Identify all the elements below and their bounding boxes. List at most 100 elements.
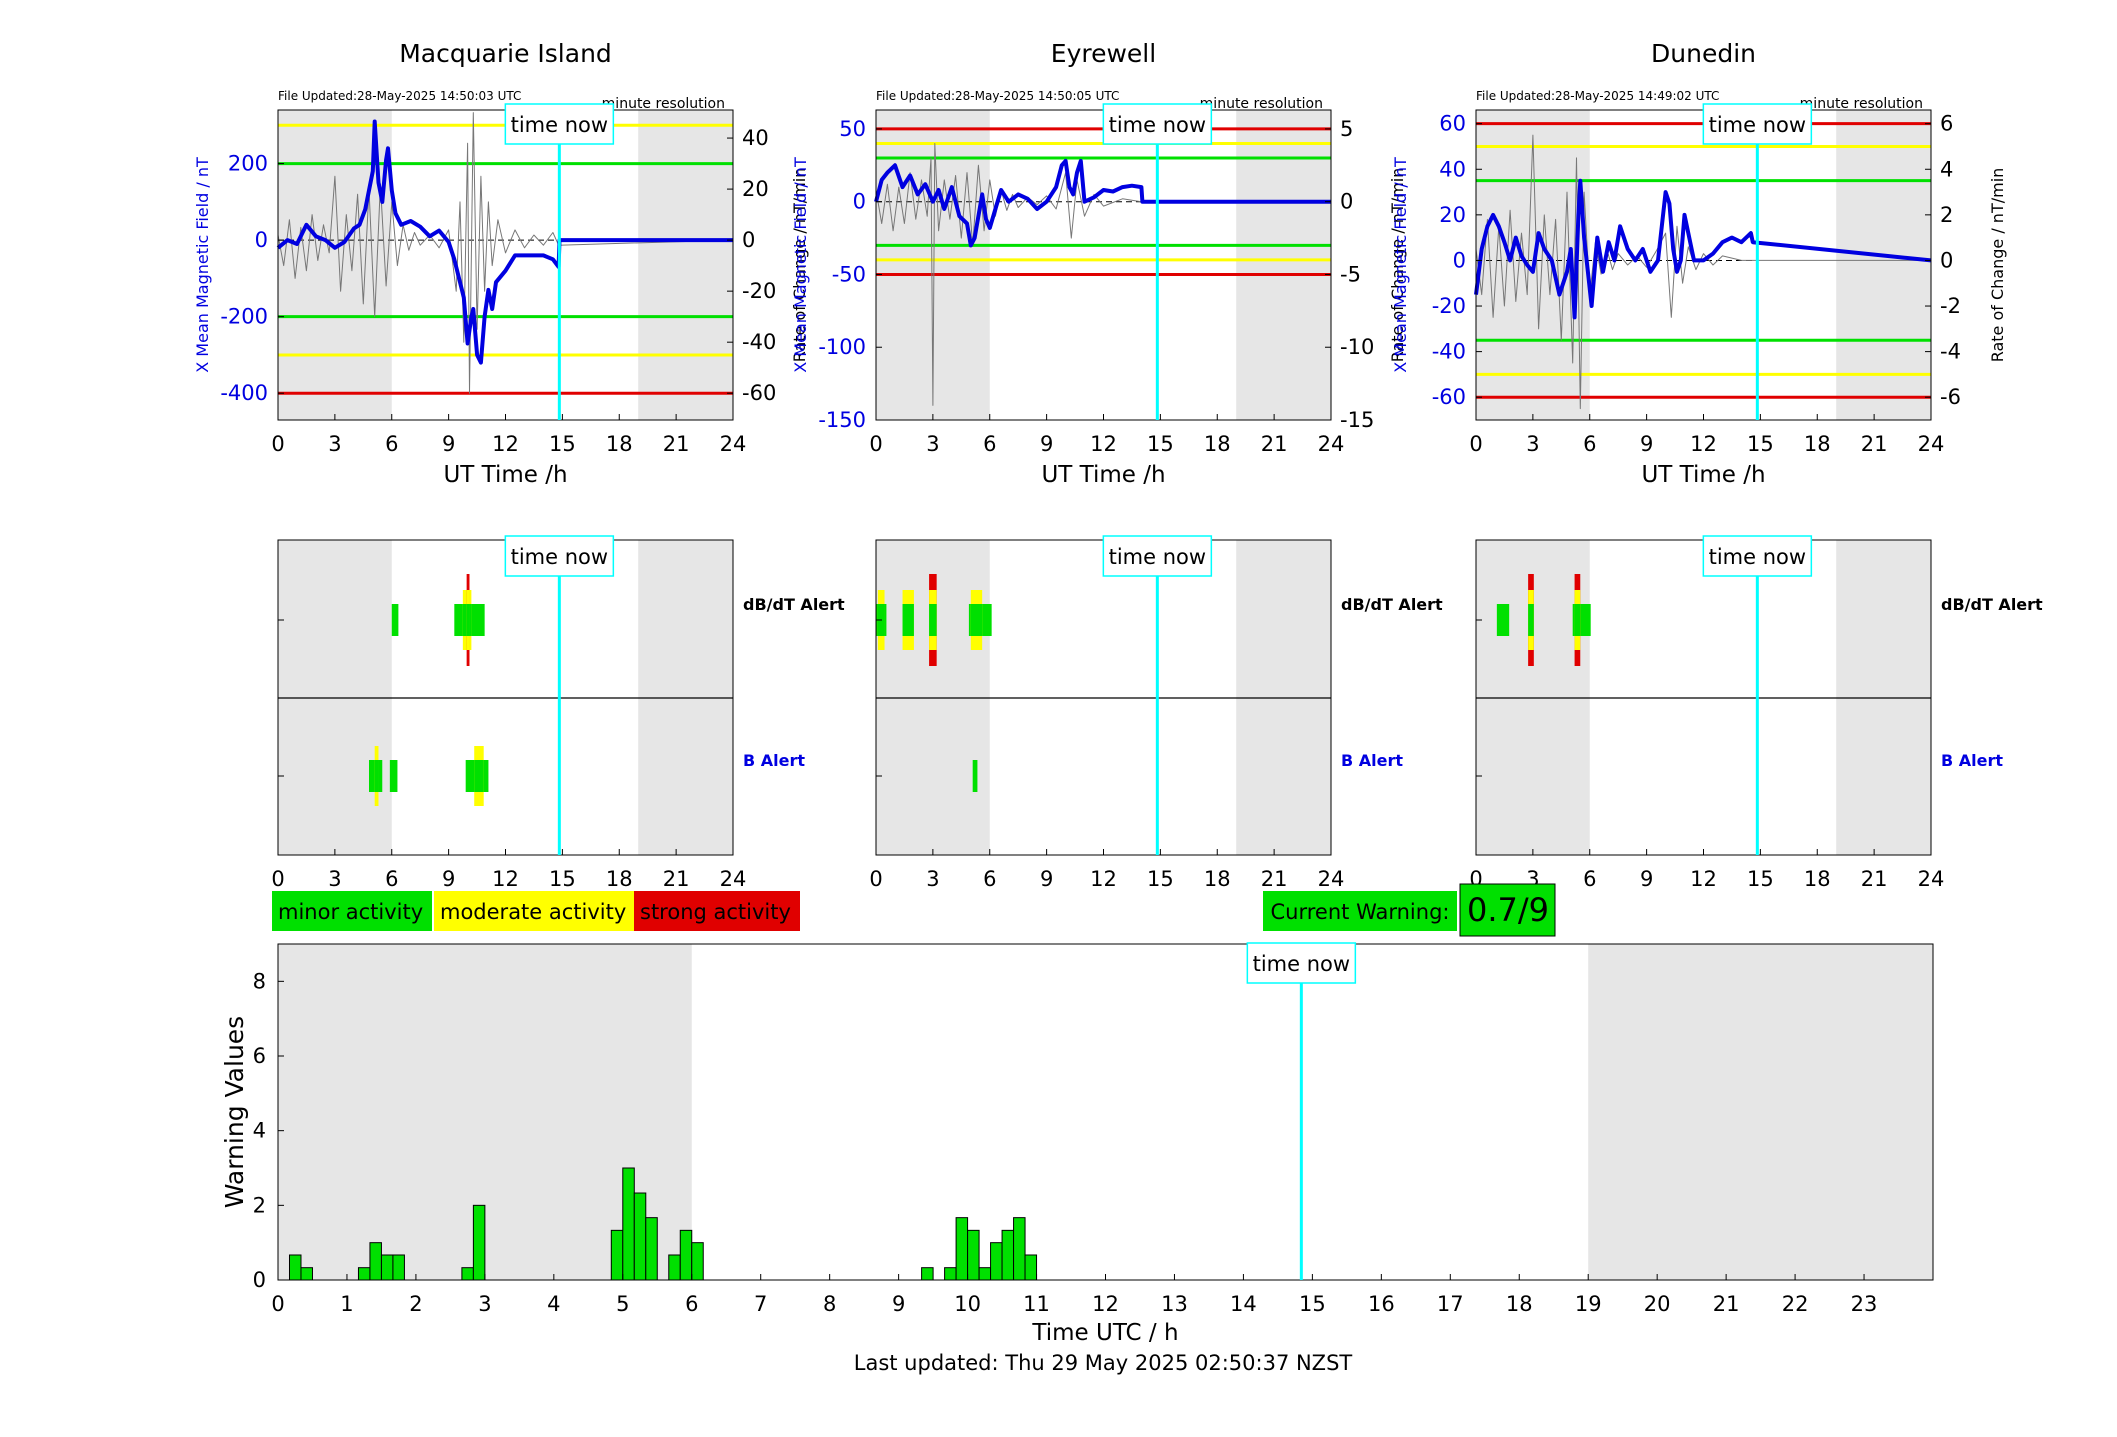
alert-x-tick-label: 15 (1747, 867, 1774, 891)
alert-block-0-1-2 (1528, 604, 1534, 636)
warning-x-tick-label: 22 (1782, 1292, 1809, 1316)
warning-x-tick-label: 1 (340, 1292, 353, 1316)
y2-tick-label: -6 (1940, 385, 1961, 409)
y2-tick-label: 6 (1940, 112, 1953, 136)
y-tick-label: 0 (853, 190, 866, 214)
x-tick-label: 21 (1861, 432, 1888, 456)
alert-x-tick-label: 21 (1861, 867, 1888, 891)
x-tick-label: 15 (549, 432, 576, 456)
warning-bar (944, 1267, 957, 1281)
alert-time-now-label: time now (1109, 545, 1206, 569)
time-now-label: time now (1109, 113, 1206, 137)
warning-x-tick-label: 8 (823, 1292, 836, 1316)
alert-panel-0: dB/dT Alert B Alert 0 3 6 9 12 15 18 21 24 time now (271, 535, 845, 891)
warning-x-tick-label: 7 (754, 1292, 767, 1316)
warning-night-shade-1 (1588, 944, 1933, 1280)
warning-bar (461, 1267, 474, 1281)
x-tick-label: 24 (1918, 432, 1945, 456)
series-1 (1475, 134, 1931, 410)
y2-axis-label: Rate of Change / nT/min (790, 168, 809, 363)
alert-x-tick-label: 21 (663, 867, 690, 891)
file-updated: File Updated:28-May-2025 14:49:02 UTC (1476, 89, 1719, 103)
alert-x-tick-label: 6 (1583, 867, 1596, 891)
time-now-box (1102, 103, 1213, 145)
warning-bar (1013, 1217, 1026, 1281)
x-tick-label: 12 (1090, 432, 1117, 456)
y2-tick-label: 0 (1940, 248, 1953, 272)
warning-x-tick-label: 12 (1092, 1292, 1119, 1316)
warning-time-now-box (1246, 942, 1357, 984)
chart-title: Eyrewell (1051, 39, 1156, 68)
y2-axis-label: Rate of Change / nT/min (1988, 168, 2007, 363)
x-tick-label: 0 (869, 432, 882, 456)
warning-x-tick-label: 15 (1299, 1292, 1326, 1316)
warning-x-tick-label: 5 (616, 1292, 629, 1316)
legend-label-1: moderate activity (440, 900, 626, 924)
x-tick-label: 15 (1747, 432, 1774, 456)
dbdt-alert-label: dB/dT Alert (743, 595, 845, 614)
alert-x-tick-label: 18 (1204, 867, 1231, 891)
y2-tick-label: -5 (1340, 262, 1361, 286)
warning-x-tick-label: 0 (271, 1292, 284, 1316)
last-updated-footer: Last updated: Thu 29 May 2025 02:50:37 N… (854, 1351, 1353, 1375)
y-tick-label: 0 (1453, 248, 1466, 272)
current-warning-label: Current Warning: (1271, 900, 1450, 924)
x-tick-label: 24 (720, 432, 747, 456)
y2-tick-label: 0 (742, 228, 755, 252)
warning-bar (978, 1267, 992, 1281)
warning-x-tick-label: 17 (1437, 1292, 1464, 1316)
time-now-label: time now (511, 113, 608, 137)
alert-x-tick-label: 6 (983, 867, 996, 891)
x-tick-label: 6 (1583, 432, 1596, 456)
warning-bar (288, 1254, 302, 1281)
alert-x-tick-label: 3 (926, 867, 939, 891)
alert-x-tick-label: 0 (271, 867, 284, 891)
night-shade-1 (1836, 110, 1931, 420)
warning-x-axis-label: Time UTC / h (1031, 1320, 1178, 1346)
alert-x-tick-label: 9 (442, 867, 455, 891)
warning-bar (955, 1217, 969, 1281)
alert-block-0-2-1 (902, 604, 914, 636)
y-tick-label: -150 (818, 408, 866, 432)
warning-bar (610, 1229, 624, 1281)
y-tick-label: -20 (1432, 294, 1466, 318)
alert-time-now-label: time now (511, 545, 608, 569)
alert-x-tick-label: 24 (1318, 867, 1345, 891)
y2-tick-label: 20 (742, 177, 769, 201)
y-axis-label: X Mean Magnetic Field / nT (1391, 157, 1410, 373)
warning-bar (1024, 1254, 1038, 1281)
y-tick-label: 50 (839, 117, 866, 141)
y-tick-label: -60 (1432, 385, 1466, 409)
warning-bar (921, 1267, 934, 1281)
alert-block-1-2-0 (389, 760, 398, 792)
warning-bar (622, 1167, 635, 1281)
warning-bar (679, 1229, 693, 1281)
x-tick-label: 0 (271, 432, 284, 456)
x-tick-label: 0 (1469, 432, 1482, 456)
series-0 (276, 119, 733, 365)
chart-title: Dunedin (1651, 39, 1756, 68)
time-now-box (1702, 103, 1813, 145)
x-tick-label: 3 (926, 432, 939, 456)
alert-block-1-1-1 (374, 760, 379, 792)
warning-bar (990, 1242, 1003, 1281)
y-tick-label: -100 (818, 335, 866, 359)
dbdt-alert-label: dB/dT Alert (1941, 595, 2043, 614)
alert-time-now-box (504, 535, 615, 577)
time-now-label: time now (1709, 113, 1806, 137)
warning-bar (967, 1229, 980, 1281)
file-updated: File Updated:28-May-2025 14:50:05 UTC (876, 89, 1119, 103)
warning-x-tick-label: 18 (1506, 1292, 1533, 1316)
alert-x-tick-label: 24 (1918, 867, 1945, 891)
y-axis-label: X Mean Magnetic Field / nT (791, 157, 810, 373)
alert-x-tick-label: 18 (1804, 867, 1831, 891)
legend-swatch-1 (434, 891, 634, 931)
y2-tick-label: 4 (1940, 157, 1953, 181)
y2-tick-label: 40 (742, 126, 769, 150)
y-tick-label: 200 (228, 152, 268, 176)
y2-tick-label: -40 (742, 330, 776, 354)
x-tick-label: 3 (328, 432, 341, 456)
y-tick-label: -400 (220, 381, 268, 405)
current-warning-value-bg (1459, 883, 1556, 937)
